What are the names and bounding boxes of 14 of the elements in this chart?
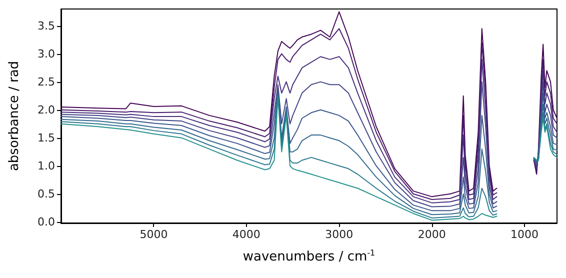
x-tick-label: 5000 xyxy=(140,228,168,241)
y-tick-label: 2.0 xyxy=(38,103,55,116)
y-axis-title: absorbance / rad xyxy=(7,60,22,172)
x-tick-label: 2000 xyxy=(418,228,446,241)
y-tick-label: 1.0 xyxy=(38,159,55,172)
y-tick-label: 0.5 xyxy=(38,187,55,200)
x-tick-label: 1000 xyxy=(510,228,539,241)
y-tick-label: 2.5 xyxy=(38,75,55,88)
y-tick-label: 1.5 xyxy=(38,131,55,144)
y-tick-label: 3.0 xyxy=(38,47,55,60)
y-tick-label: 3.5 xyxy=(38,19,55,32)
x-tick-label: 4000 xyxy=(232,228,260,241)
y-tick-label: 0.0 xyxy=(38,215,55,228)
x-tick-label: 3000 xyxy=(325,228,354,241)
